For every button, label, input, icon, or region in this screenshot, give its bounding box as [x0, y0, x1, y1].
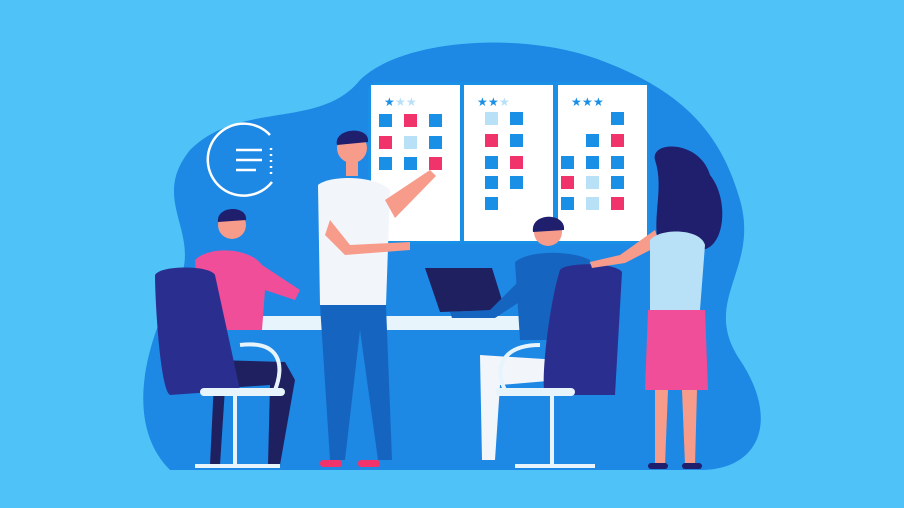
task-card — [561, 197, 574, 210]
task-card — [586, 176, 599, 189]
task-card — [404, 136, 417, 149]
task-card — [429, 114, 442, 127]
chair-right — [495, 264, 622, 468]
task-card — [586, 197, 599, 210]
task-card — [510, 176, 523, 189]
task-card — [429, 157, 442, 170]
star-icon: ★ — [477, 95, 488, 109]
task-card — [510, 134, 523, 147]
task-card — [611, 112, 624, 125]
document-icon — [206, 122, 273, 197]
task-card — [379, 157, 392, 170]
task-card — [510, 112, 523, 125]
meeting-table — [250, 316, 530, 330]
task-card — [485, 156, 498, 169]
task-card — [485, 197, 498, 210]
task-card — [379, 114, 392, 127]
task-card — [611, 197, 624, 210]
star-icon: ★ — [395, 95, 406, 109]
task-card — [404, 157, 417, 170]
standing-woman — [590, 146, 723, 469]
task-card — [429, 136, 442, 149]
chair-left — [155, 267, 285, 468]
task-card — [485, 176, 498, 189]
standing-presenter — [318, 130, 436, 467]
star-icon: ★ — [406, 95, 417, 109]
task-card — [510, 156, 523, 169]
task-card — [561, 156, 574, 169]
task-card — [586, 156, 599, 169]
task-card — [586, 134, 599, 147]
board-panel — [464, 85, 553, 241]
star-icon: ★ — [499, 95, 510, 109]
star-icon: ★ — [384, 95, 395, 109]
star-icon: ★ — [488, 95, 499, 109]
task-card — [611, 176, 624, 189]
task-card — [404, 114, 417, 127]
task-card — [379, 136, 392, 149]
star-icon: ★ — [582, 95, 593, 109]
task-card — [561, 176, 574, 189]
task-card — [485, 134, 498, 147]
task-card — [485, 112, 498, 125]
laptop — [425, 268, 505, 312]
task-card — [611, 156, 624, 169]
star-icon: ★ — [593, 95, 604, 109]
star-icon: ★ — [571, 95, 582, 109]
task-card — [611, 134, 624, 147]
kanban-boards: ★ ★ ★ ★ ★ ★ ★ ★ ★ — [368, 82, 650, 244]
